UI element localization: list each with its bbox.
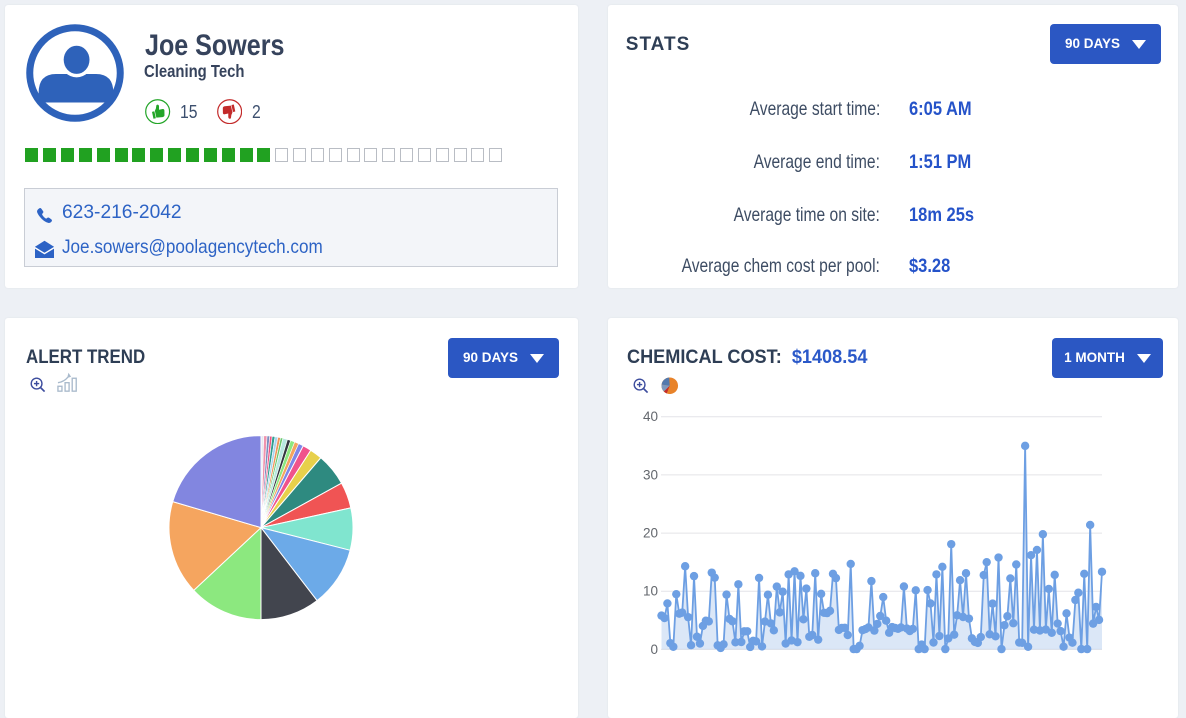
svg-text:10: 10	[643, 584, 658, 599]
svg-text:0: 0	[650, 642, 658, 657]
svg-text:40: 40	[643, 409, 658, 424]
svg-text:20: 20	[643, 526, 658, 541]
svg-text:30: 30	[643, 467, 658, 482]
